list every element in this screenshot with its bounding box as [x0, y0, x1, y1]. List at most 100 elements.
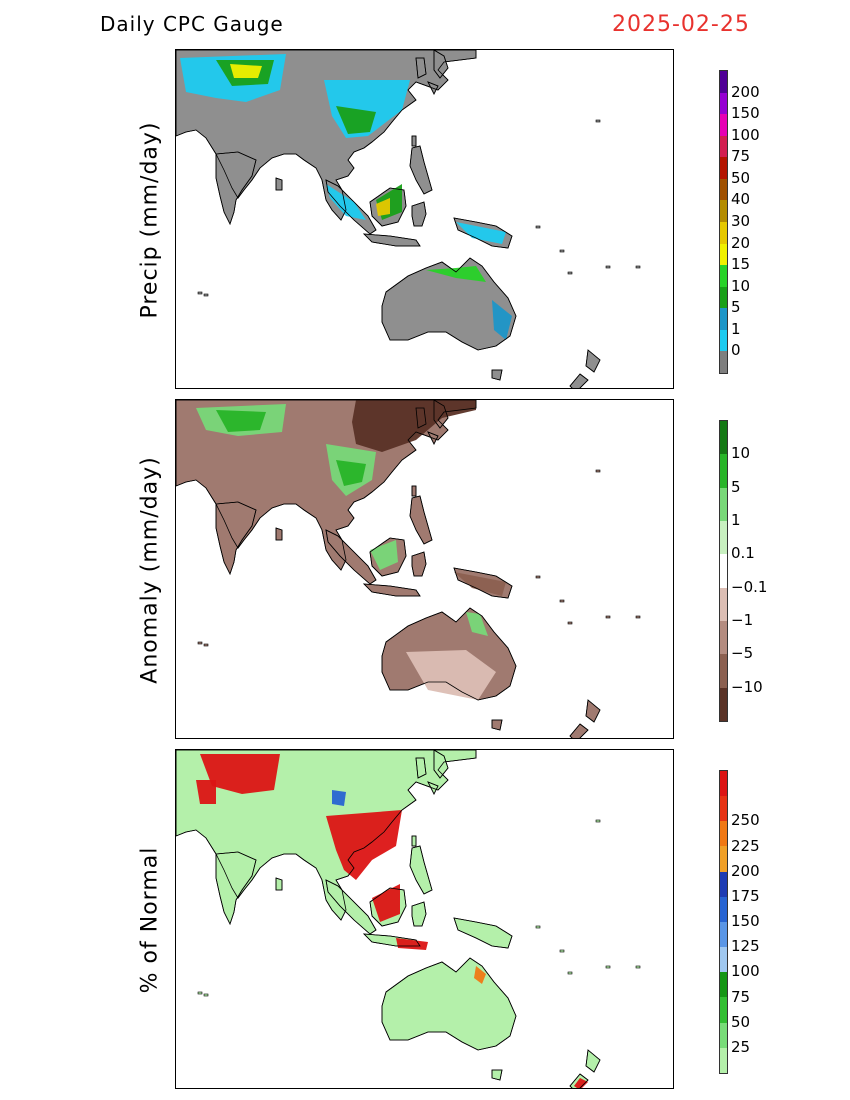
colorbar-segment	[720, 821, 727, 847]
colorbar-tick-label: −5	[731, 644, 754, 663]
coastline	[381, 257, 517, 351]
coastline	[569, 699, 601, 738]
coastline	[369, 887, 407, 927]
coastline	[491, 719, 503, 731]
island	[605, 265, 611, 269]
colorbar-segment	[720, 1047, 727, 1073]
island	[595, 469, 601, 473]
coastline	[325, 529, 377, 585]
colorbar-segment	[720, 308, 727, 330]
colorbar-segment	[720, 421, 727, 455]
colorbar-tick-label: 100	[731, 962, 760, 981]
precip-map	[175, 49, 674, 389]
coastline	[362, 933, 421, 947]
coastline	[415, 757, 427, 779]
rain-region	[454, 572, 506, 596]
coastline	[569, 1049, 601, 1088]
colorbar-tick-label: −1	[731, 611, 754, 629]
landmass-taiwan	[411, 135, 417, 147]
precip-colorbar	[719, 70, 728, 374]
island	[535, 225, 541, 229]
colorbar-tick-label: 1	[731, 511, 741, 529]
landmass-taiwan	[411, 485, 417, 497]
landmass-phil	[409, 495, 433, 545]
colorbar-segment	[720, 921, 727, 948]
colorbar-tick-label: 200	[731, 82, 760, 101]
colorbar-segment	[720, 178, 727, 201]
colorbar-tick-label: 10	[731, 276, 751, 295]
coastline	[411, 835, 417, 847]
colorbar-tick-label: 175	[731, 886, 760, 905]
rain-region	[326, 184, 366, 220]
colorbar-segment	[720, 997, 727, 1023]
coastline	[215, 851, 257, 926]
colorbar-tick-label: 250	[731, 811, 760, 830]
colorbar-segment	[720, 71, 727, 93]
percent-normal-colorbar	[719, 770, 728, 1074]
landmass-taiwan	[411, 835, 417, 847]
percent-normal-panel-label: % of Normal	[137, 846, 163, 994]
rain-region	[456, 222, 506, 244]
coastline	[215, 501, 257, 576]
rain-region	[196, 780, 216, 804]
colorbar-segment	[720, 135, 727, 158]
map-canvas	[176, 400, 641, 738]
colorbar-segment	[720, 620, 727, 655]
rain-region	[230, 64, 262, 78]
coastline	[176, 50, 477, 221]
colorbar-tick-label: 0.1	[731, 544, 755, 563]
coastline	[427, 400, 449, 445]
anomaly-map	[175, 399, 674, 739]
colorbar-tick-label: 100	[731, 125, 760, 144]
colorbar-segment	[720, 286, 727, 309]
anomaly-panel-label: Anomaly (mm/day)	[137, 456, 163, 684]
island	[635, 615, 641, 619]
colorbar-segment	[720, 487, 727, 521]
island	[197, 991, 203, 995]
coastline	[325, 879, 377, 935]
rain-region	[574, 1078, 588, 1088]
island	[605, 615, 611, 619]
rain-region	[372, 884, 400, 922]
colorbar-segment	[720, 972, 727, 998]
landmass-phil	[409, 845, 433, 895]
chart-title: Daily CPC Gauge	[100, 12, 284, 36]
rain-region	[406, 650, 496, 700]
colorbar-segment	[720, 221, 727, 244]
colorbar-segment	[720, 896, 727, 922]
coastline	[176, 400, 477, 571]
colorbar-tick-label: 50	[731, 168, 751, 187]
coastline	[453, 917, 513, 949]
landmass-india	[215, 151, 257, 226]
island	[635, 265, 641, 269]
coastline	[409, 145, 433, 195]
landmass-java	[362, 583, 421, 597]
coastline	[369, 537, 407, 577]
rain-region	[332, 790, 346, 806]
percent-normal-map	[175, 749, 674, 1089]
colorbar-segment	[720, 796, 727, 822]
island	[635, 965, 641, 969]
island	[559, 949, 565, 953]
island	[203, 993, 209, 997]
island	[197, 641, 203, 645]
rain-region	[352, 400, 476, 452]
island	[559, 599, 565, 603]
coastline	[411, 135, 417, 147]
colorbar-segment	[720, 554, 727, 588]
landmass-java	[362, 233, 421, 247]
rain-region	[216, 410, 266, 432]
colorbar-tick-label: 200	[731, 861, 760, 880]
rain-region	[336, 460, 366, 486]
colorbar-tick-label: 125	[731, 937, 760, 956]
landmass-nguinea	[453, 917, 513, 949]
colorbar-tick-label: 75	[731, 147, 751, 166]
rain-region	[376, 198, 390, 216]
colorbar-tick-label: 0	[731, 341, 741, 360]
coastline	[369, 187, 407, 227]
coastline	[411, 551, 427, 577]
coastline	[176, 750, 477, 921]
landmass-india	[215, 501, 257, 576]
colorbar-segment	[720, 687, 727, 721]
rain-region	[474, 966, 486, 984]
